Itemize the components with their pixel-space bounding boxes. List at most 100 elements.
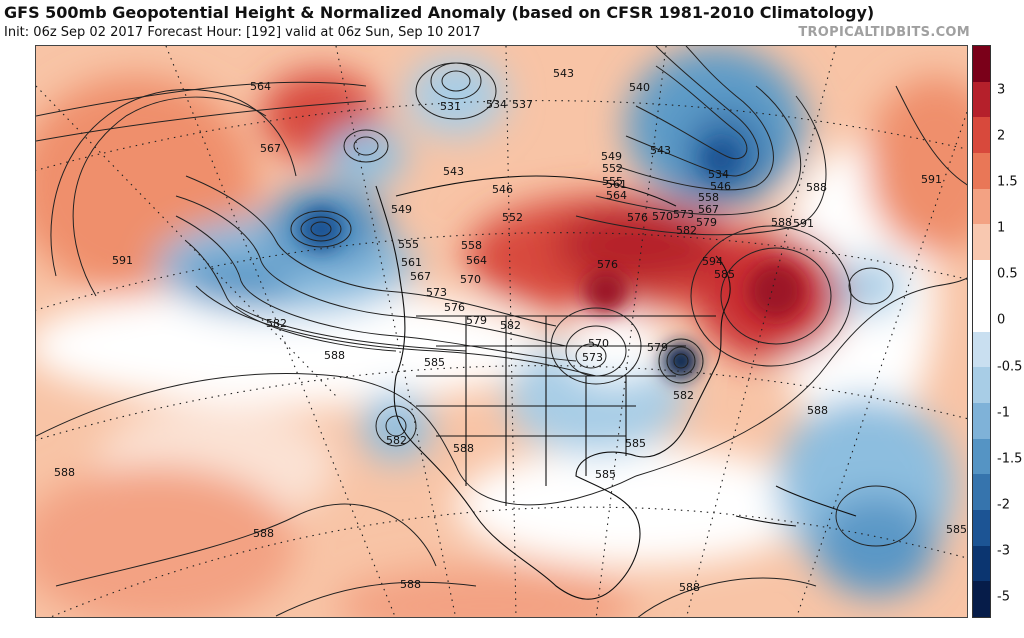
height-label: 567 [410,270,431,283]
height-label: 582 [386,434,407,447]
height-label: 588 [324,349,345,362]
height-label: 543 [553,67,574,80]
colorbar-tick-label: -2 [997,497,1010,513]
height-label: 585 [595,468,616,481]
map-panel: 564 567 591 582 531 534 537 543 540 543 … [35,45,968,618]
height-label: 582 [500,319,521,332]
colorbar-segment [973,153,990,189]
height-label: 579 [647,341,668,354]
height-label: 567 [698,203,719,216]
colorbar-segment [973,545,990,582]
height-label: 576 [597,258,618,271]
anomaly-core [299,207,343,251]
height-label: 546 [710,180,731,193]
height-label: 582 [673,389,694,402]
colorbar-segment [973,81,990,118]
colorbar-tick-label: 0 [997,312,1006,328]
height-labels: 564 567 591 582 531 534 537 543 540 543 … [54,67,967,594]
height-label: 564 [606,189,627,202]
anomaly-positive [36,466,296,617]
height-label: 588 [400,578,421,591]
height-label: 555 [398,238,419,251]
height-label: 555 [602,175,623,188]
height-label: 585 [714,268,735,281]
colorbar-segment [973,188,990,225]
anomaly-positive [866,76,967,256]
height-label: 570 [460,273,481,286]
colorbar-segment [973,46,990,82]
height-label: 573 [426,286,447,299]
map-canvas: 564 567 591 582 531 534 537 543 540 543 … [36,46,967,617]
height-label: 573 [673,208,694,221]
height-label: 594 [702,255,723,268]
height-label: 576 [444,301,465,314]
height-label: 582 [676,224,697,237]
anomaly-core [748,263,804,319]
height-label: 561 [606,178,627,191]
colorbar-segment [973,295,990,332]
height-label: 534 [486,98,507,111]
height-label: 588 [806,181,827,194]
height-label: 558 [461,239,482,252]
colorbar-segment [973,260,990,296]
height-label: 579 [466,314,487,327]
height-label: 585 [424,356,445,369]
colorbar-segment [973,331,990,368]
height-label: 579 [696,216,717,229]
height-contours [36,46,967,617]
colorbar [972,45,991,618]
colorbar-segment [973,474,990,510]
height-label: 546 [492,183,513,196]
height-label: 537 [512,98,533,111]
colorbar-tick-label: -1.5 [997,451,1023,467]
height-label: 570 [588,337,609,350]
anomaly-core [584,269,628,313]
anomaly-core [663,343,699,379]
height-label: 558 [698,191,719,204]
height-label: 576 [627,211,648,224]
colorbar-tick-label: 0.5 [997,266,1018,282]
height-label: 591 [112,254,133,267]
height-label: 588 [453,442,474,455]
forecast-info: Init: 06z Sep 02 2017 Forecast Hour: [19… [4,25,481,40]
height-label: 552 [602,162,623,175]
height-label: 573 [582,351,603,364]
height-label: 549 [391,203,412,216]
colorbar-segment [973,367,990,403]
anomaly-cores [299,141,804,379]
anomaly-core [703,141,739,177]
height-label: 564 [466,254,487,267]
anomaly-negative [406,56,506,136]
height-label: 561 [401,256,422,269]
colorbar-segment [973,117,990,154]
height-label: 582 [266,317,287,330]
height-label: 588 [253,527,274,540]
colorbar-tick-label: -3 [997,543,1010,559]
height-label: 585 [946,523,967,536]
colorbar-segment [973,509,990,546]
height-label: 543 [443,165,464,178]
anomaly-negative [836,256,906,316]
height-label: 552 [502,211,523,224]
colorbar-tick-label: -1 [997,405,1010,421]
brand-watermark[interactable]: TROPICALTIDBITS.COM [798,25,970,40]
colorbar-tick-label: -5 [997,589,1010,605]
colorbar-segment [973,402,990,439]
height-label: 549 [601,150,622,163]
height-label: 588 [771,216,792,229]
height-label: 540 [629,81,650,94]
height-label: 570 [652,210,673,223]
colorbar-tick-label: -0.5 [997,359,1023,375]
height-label: 591 [921,173,942,186]
height-label: 591 [793,217,814,230]
colorbar-tick-label: 3 [997,82,1006,98]
height-label: 588 [807,404,828,417]
height-label: 585 [625,437,646,450]
height-label: 588 [54,466,75,479]
height-label: 567 [260,142,281,155]
colorbar-tick-label: 1.5 [997,174,1018,190]
height-label: 543 [650,144,671,157]
anomaly-negative [176,256,296,306]
coastlines [375,175,857,600]
colorbar-segment [973,438,990,475]
